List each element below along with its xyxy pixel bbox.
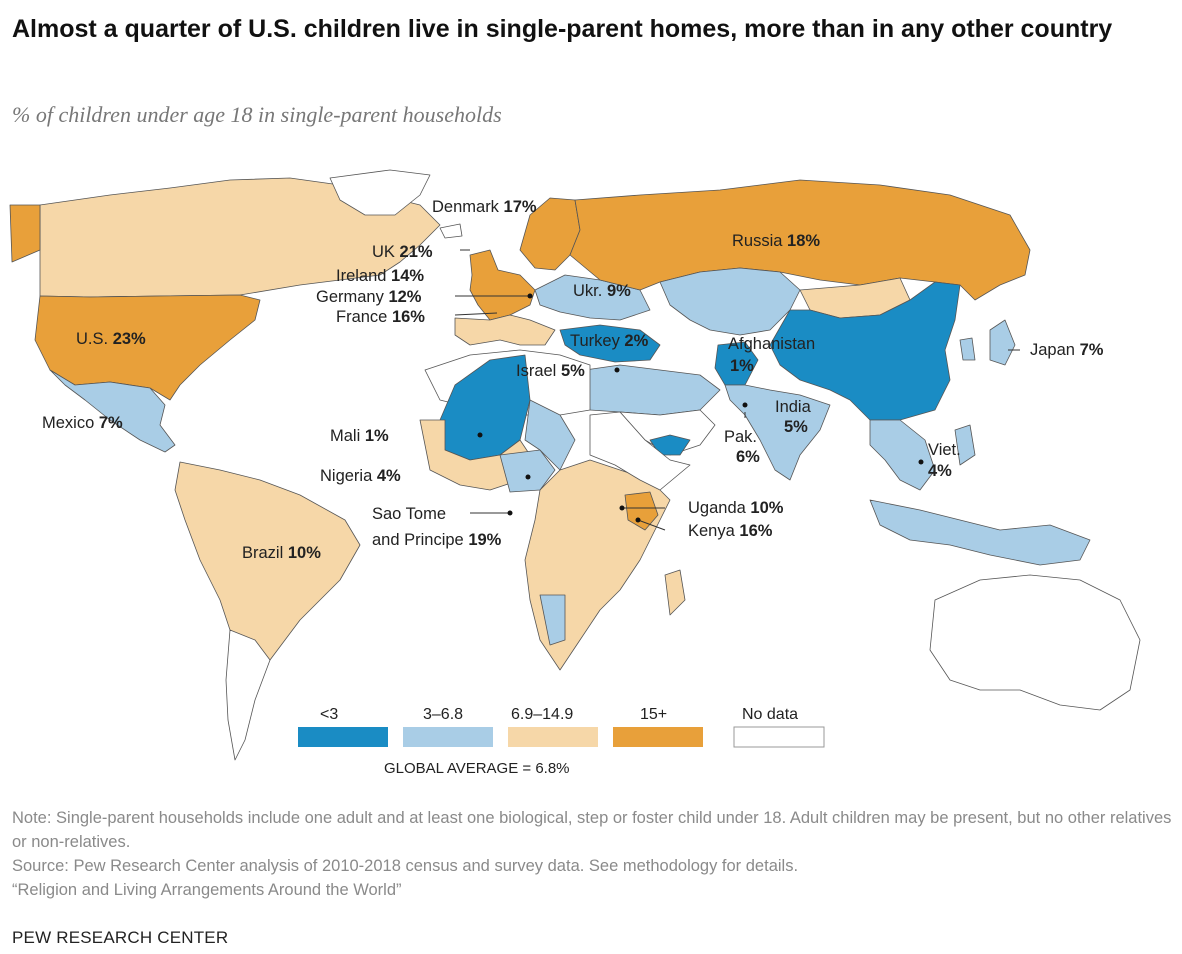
- legend-swatch-lt3: [298, 727, 388, 747]
- legend-label-lt3: <3: [320, 706, 338, 723]
- eastern-europe-region: [534, 274, 651, 321]
- alaska-region: [9, 204, 41, 263]
- label-turkey: Turkey 2%: [570, 332, 649, 350]
- horn-africa-region: [589, 411, 691, 491]
- label-mali: Mali 1%: [330, 427, 389, 445]
- note-text: Note: Single-parent households include o…: [12, 809, 1172, 851]
- label-vietnam-name: Viet.: [928, 441, 961, 459]
- label-denmark: Denmark 17%: [432, 198, 537, 216]
- southern-cone-region: [225, 629, 271, 761]
- label-sao-tome-line2: and Principe 19%: [372, 531, 502, 549]
- chart-subtitle: % of children under age 18 in single-par…: [12, 102, 502, 127]
- label-vietnam-value: 4%: [928, 462, 952, 480]
- label-japan: Japan 7%: [1030, 341, 1104, 359]
- label-brazil: Brazil 10%: [242, 544, 321, 562]
- label-uganda: Uganda 10%: [688, 499, 784, 517]
- legend-label-15plus: 15+: [640, 706, 667, 723]
- report-title: “Religion and Living Arrangements Around…: [12, 881, 402, 899]
- namibia-region: [539, 594, 566, 646]
- leader-lines: [454, 249, 1020, 531]
- legend: <3 3–6.8 6.9–14.9 15+ No data GLOBAL AVE…: [298, 706, 825, 777]
- label-russia: Russia 18%: [732, 232, 820, 250]
- china-region: [769, 281, 961, 421]
- south-america-region: [174, 461, 361, 681]
- source-text: Source: Pew Research Center analysis of …: [12, 857, 799, 875]
- legend-swatch-3-6-8: [403, 727, 493, 747]
- label-india-name: India: [775, 398, 812, 416]
- legend-label-no-data: No data: [742, 706, 798, 723]
- label-kenya: Kenya 16%: [688, 522, 773, 540]
- indonesia-region: [869, 499, 1091, 566]
- iceland-region: [439, 223, 463, 239]
- label-sao-tome-line1: Sao Tome: [372, 505, 446, 523]
- arabia-region: [619, 409, 716, 456]
- label-nigeria: Nigeria 4%: [320, 467, 401, 485]
- marker-dots: [477, 293, 924, 523]
- world-map: Denmark 17% UK 21% Ireland 14% Germany 1…: [9, 169, 1141, 777]
- label-france: France 16%: [336, 308, 425, 326]
- label-israel: Israel 5%: [516, 362, 585, 380]
- nigeria-region: [499, 449, 556, 493]
- label-mexico: Mexico 7%: [42, 414, 123, 432]
- legend-label-6-9-14-9: 6.9–14.9: [511, 706, 573, 723]
- label-india-value: 5%: [784, 418, 808, 436]
- australia-region: [929, 574, 1141, 711]
- label-ireland: Ireland 14%: [336, 267, 424, 285]
- legend-swatch-6-9-14-9: [508, 727, 598, 747]
- brand-logo-text: PEW RESEARCH CENTER: [12, 928, 229, 947]
- label-uk: UK 21%: [372, 243, 433, 261]
- mexico-region: [49, 369, 176, 453]
- western-europe-region: [469, 249, 536, 321]
- southeast-asia-region: [869, 419, 936, 491]
- central-asia-region: [659, 267, 801, 336]
- central-africa-region: [524, 459, 671, 671]
- west-africa-region: [419, 419, 531, 491]
- global-average: GLOBAL AVERAGE = 6.8%: [384, 760, 570, 777]
- label-ukraine: Ukr. 9%: [573, 282, 631, 300]
- label-germany: Germany 12%: [316, 288, 422, 306]
- turkey-region: [559, 324, 661, 363]
- kenya-region: [624, 491, 659, 531]
- madagascar-region: [664, 569, 686, 616]
- southern-europe-region: [454, 314, 556, 346]
- legend-swatch-no-data: [733, 726, 825, 748]
- legend-label-3-6-8: 3–6.8: [423, 706, 463, 723]
- middle-east-region: [584, 364, 721, 416]
- label-pakistan-name: Pak.: [724, 428, 757, 446]
- label-afghanistan-name: Afghanistan: [728, 335, 815, 353]
- japan-region: [989, 319, 1016, 366]
- chart-title: Almost a quarter of U.S. children live i…: [12, 15, 1113, 43]
- label-afghanistan-value: 1%: [730, 357, 754, 375]
- greenland-region: [329, 169, 431, 216]
- footer-notes: Note: Single-parent households include o…: [12, 806, 1172, 902]
- korea-region: [959, 337, 976, 361]
- legend-swatch-15plus: [613, 727, 703, 747]
- philippines-region: [954, 424, 976, 466]
- label-pakistan-value: 6%: [736, 448, 760, 466]
- label-us: U.S. 23%: [76, 330, 146, 348]
